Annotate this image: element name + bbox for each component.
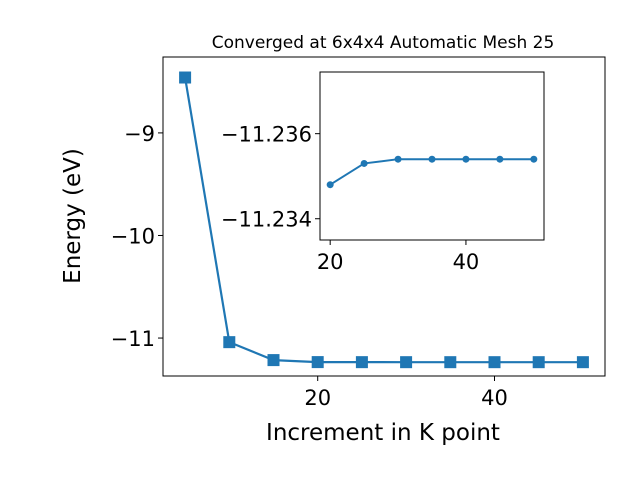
main-y-ticks: −11 −10 −9 bbox=[111, 122, 163, 351]
inset-series bbox=[326, 155, 538, 189]
main-series bbox=[179, 71, 589, 369]
inset-y-tick-label: −11.234 bbox=[221, 208, 312, 232]
inset-data-point bbox=[428, 155, 436, 163]
main-data-point bbox=[223, 336, 236, 349]
main-data-point bbox=[444, 356, 457, 369]
main-plot-frame bbox=[162, 56, 606, 377]
inset-data-point bbox=[360, 159, 368, 167]
main-x-ticks: 20 40 bbox=[304, 376, 508, 410]
chart-title: Converged at 6x4x4 Automatic Mesh 25 bbox=[212, 33, 555, 53]
main-x-tick-label: 20 bbox=[304, 386, 331, 410]
main-data-point bbox=[355, 356, 368, 369]
inset-data-point bbox=[462, 155, 470, 163]
inset-plot-frame bbox=[319, 71, 545, 241]
inset-y-ticks: −11.234 −11.236 bbox=[221, 123, 320, 232]
x-axis-label: Increment in K point bbox=[266, 420, 500, 446]
inset-y-tick-label: −11.236 bbox=[221, 123, 312, 147]
inset-data-point bbox=[496, 155, 504, 163]
inset-data-point bbox=[326, 181, 334, 189]
main-data-point bbox=[488, 356, 501, 369]
main-y-tick-label: −9 bbox=[124, 122, 155, 146]
inset-x-ticks: 20 40 bbox=[317, 240, 479, 274]
main-data-point bbox=[267, 354, 280, 367]
main-data-point bbox=[400, 356, 413, 369]
inset-x-tick-label: 20 bbox=[317, 250, 344, 274]
main-y-tick-label: −10 bbox=[111, 224, 155, 248]
inset-x-tick-label: 40 bbox=[453, 250, 480, 274]
inset-data-point bbox=[394, 155, 402, 163]
main-data-point bbox=[311, 356, 324, 369]
y-axis-label: Energy (eV) bbox=[60, 148, 86, 284]
inset-data-point bbox=[530, 155, 538, 163]
main-data-point bbox=[532, 356, 545, 369]
main-series-line bbox=[184, 77, 583, 364]
main-data-point bbox=[179, 71, 192, 84]
main-x-tick-label: 40 bbox=[481, 386, 508, 410]
main-y-tick-label: −11 bbox=[111, 327, 155, 351]
main-data-point bbox=[576, 356, 589, 369]
